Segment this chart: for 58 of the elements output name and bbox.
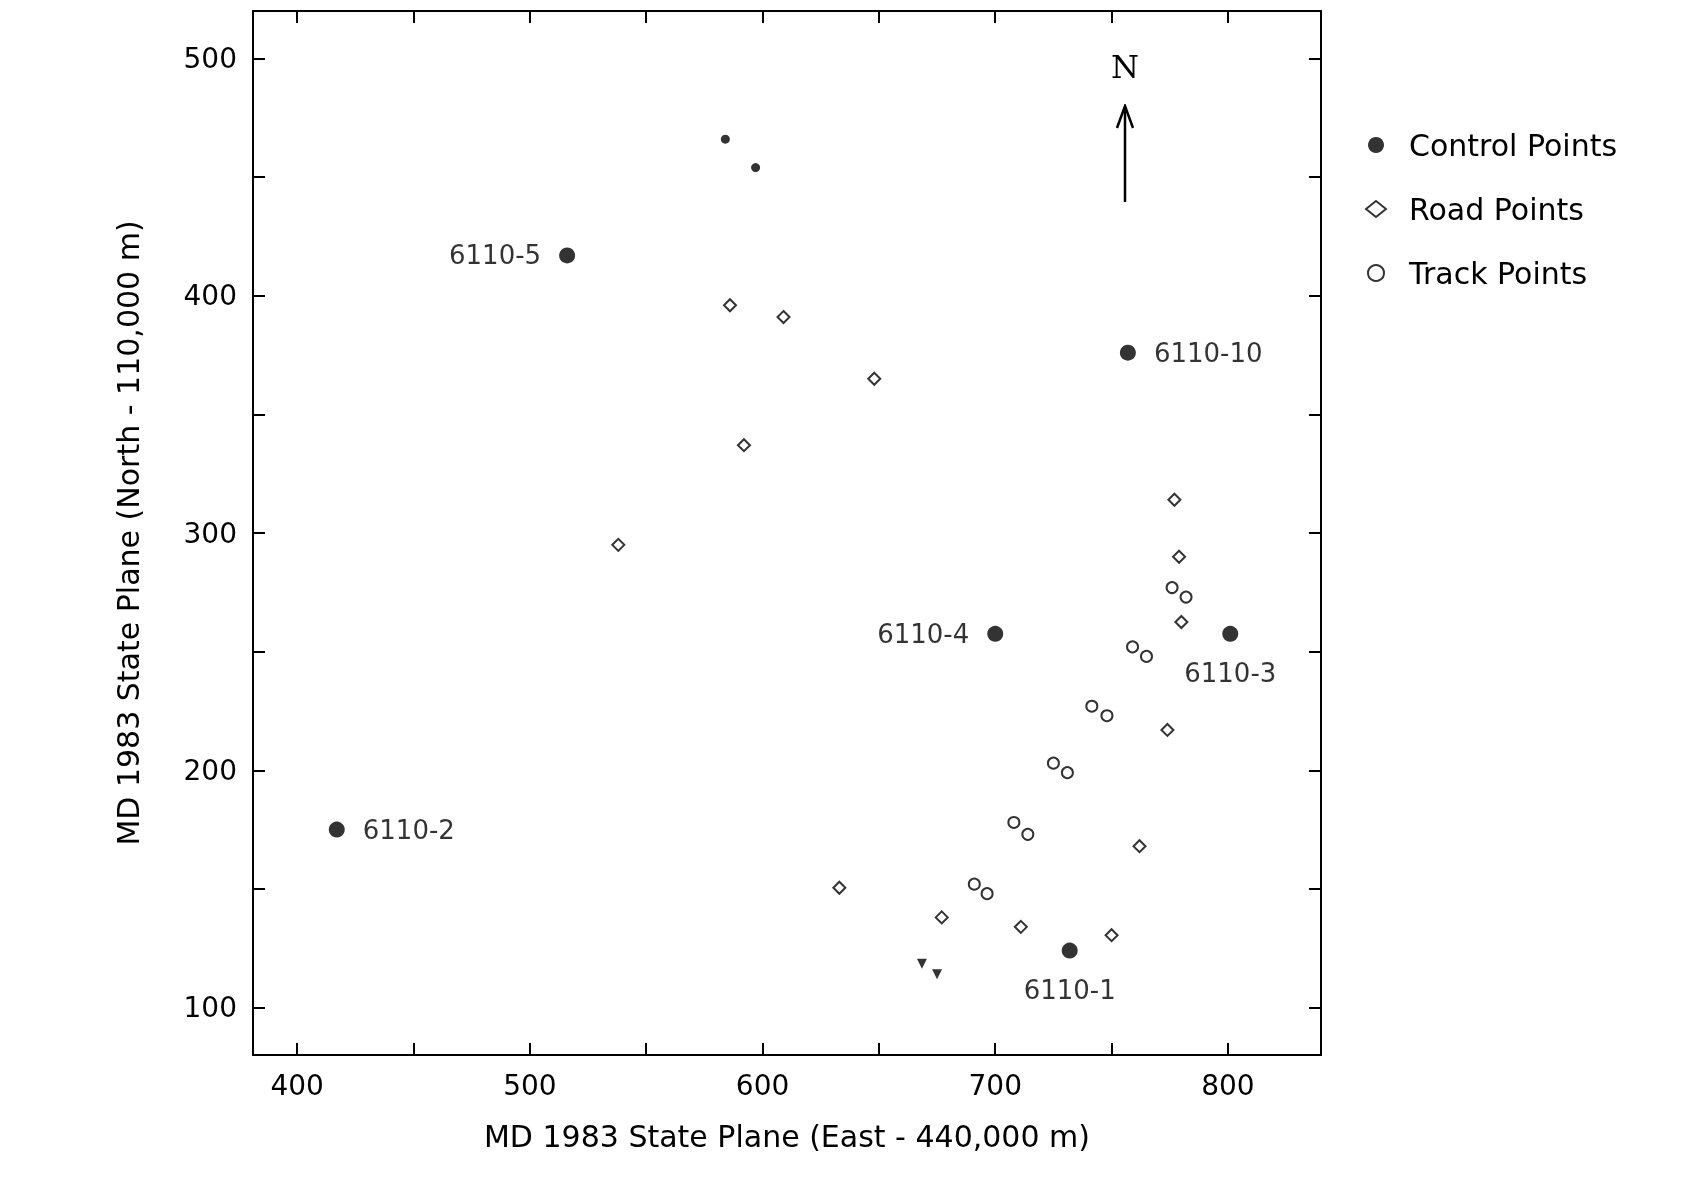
x-tick-label: 500 <box>503 1068 557 1102</box>
point <box>776 310 791 325</box>
point <box>987 625 1004 642</box>
x-tick-label: 700 <box>968 1068 1022 1102</box>
legend-label: Control Points <box>1409 127 1618 163</box>
point <box>1007 815 1021 829</box>
point <box>751 163 761 173</box>
point <box>980 887 994 901</box>
point <box>1126 640 1140 654</box>
point <box>1104 928 1119 943</box>
x-tick-label: 600 <box>735 1068 790 1102</box>
point <box>1060 766 1074 780</box>
data-label: 6110-1 <box>1023 974 1116 1005</box>
annotation: N <box>1110 48 1140 86</box>
y-tick-label: 300 <box>183 516 237 550</box>
y-axis-title: MD 1983 State Plane (North - 110,000 m) <box>110 220 146 846</box>
y-tick-label: 400 <box>183 279 237 313</box>
point <box>1167 492 1182 507</box>
point <box>559 247 576 264</box>
point <box>1021 827 1035 841</box>
point <box>611 537 626 552</box>
point <box>1013 919 1028 934</box>
point <box>328 821 345 838</box>
point <box>1172 549 1187 564</box>
point <box>932 969 943 980</box>
point <box>1046 756 1060 770</box>
point <box>867 371 882 386</box>
point <box>1222 625 1239 642</box>
point <box>1085 699 1099 713</box>
x-axis-title: MD 1983 State Plane (East - 440,000 m) <box>483 1118 1091 1154</box>
point <box>736 438 751 453</box>
point <box>1174 614 1189 629</box>
point <box>1160 722 1175 737</box>
point <box>1132 839 1147 854</box>
x-tick-label: 800 <box>1201 1068 1255 1102</box>
point <box>916 958 927 969</box>
data-label: 6110-2 <box>362 814 455 845</box>
data-label: 6110-5 <box>449 240 542 271</box>
point <box>934 910 949 925</box>
legend-label: Track Points <box>1408 255 1588 291</box>
point <box>722 298 737 313</box>
point <box>1165 581 1179 595</box>
point <box>967 877 981 891</box>
point <box>1061 942 1078 959</box>
data-label: 6110-3 <box>1184 657 1277 688</box>
point <box>1140 649 1153 663</box>
x-tick-label: 400 <box>270 1068 324 1102</box>
y-tick-label: 100 <box>183 991 237 1025</box>
point <box>832 880 847 895</box>
y-tick-label: 500 <box>183 41 237 75</box>
data-label: 6110-10 <box>1153 337 1263 368</box>
y-tick-label: 200 <box>183 753 237 787</box>
data-label: 6110-4 <box>877 618 970 649</box>
point <box>1100 709 1114 723</box>
legend-label: Road Points <box>1409 191 1584 227</box>
point <box>720 134 730 144</box>
point <box>1179 590 1193 604</box>
point <box>1119 344 1136 361</box>
